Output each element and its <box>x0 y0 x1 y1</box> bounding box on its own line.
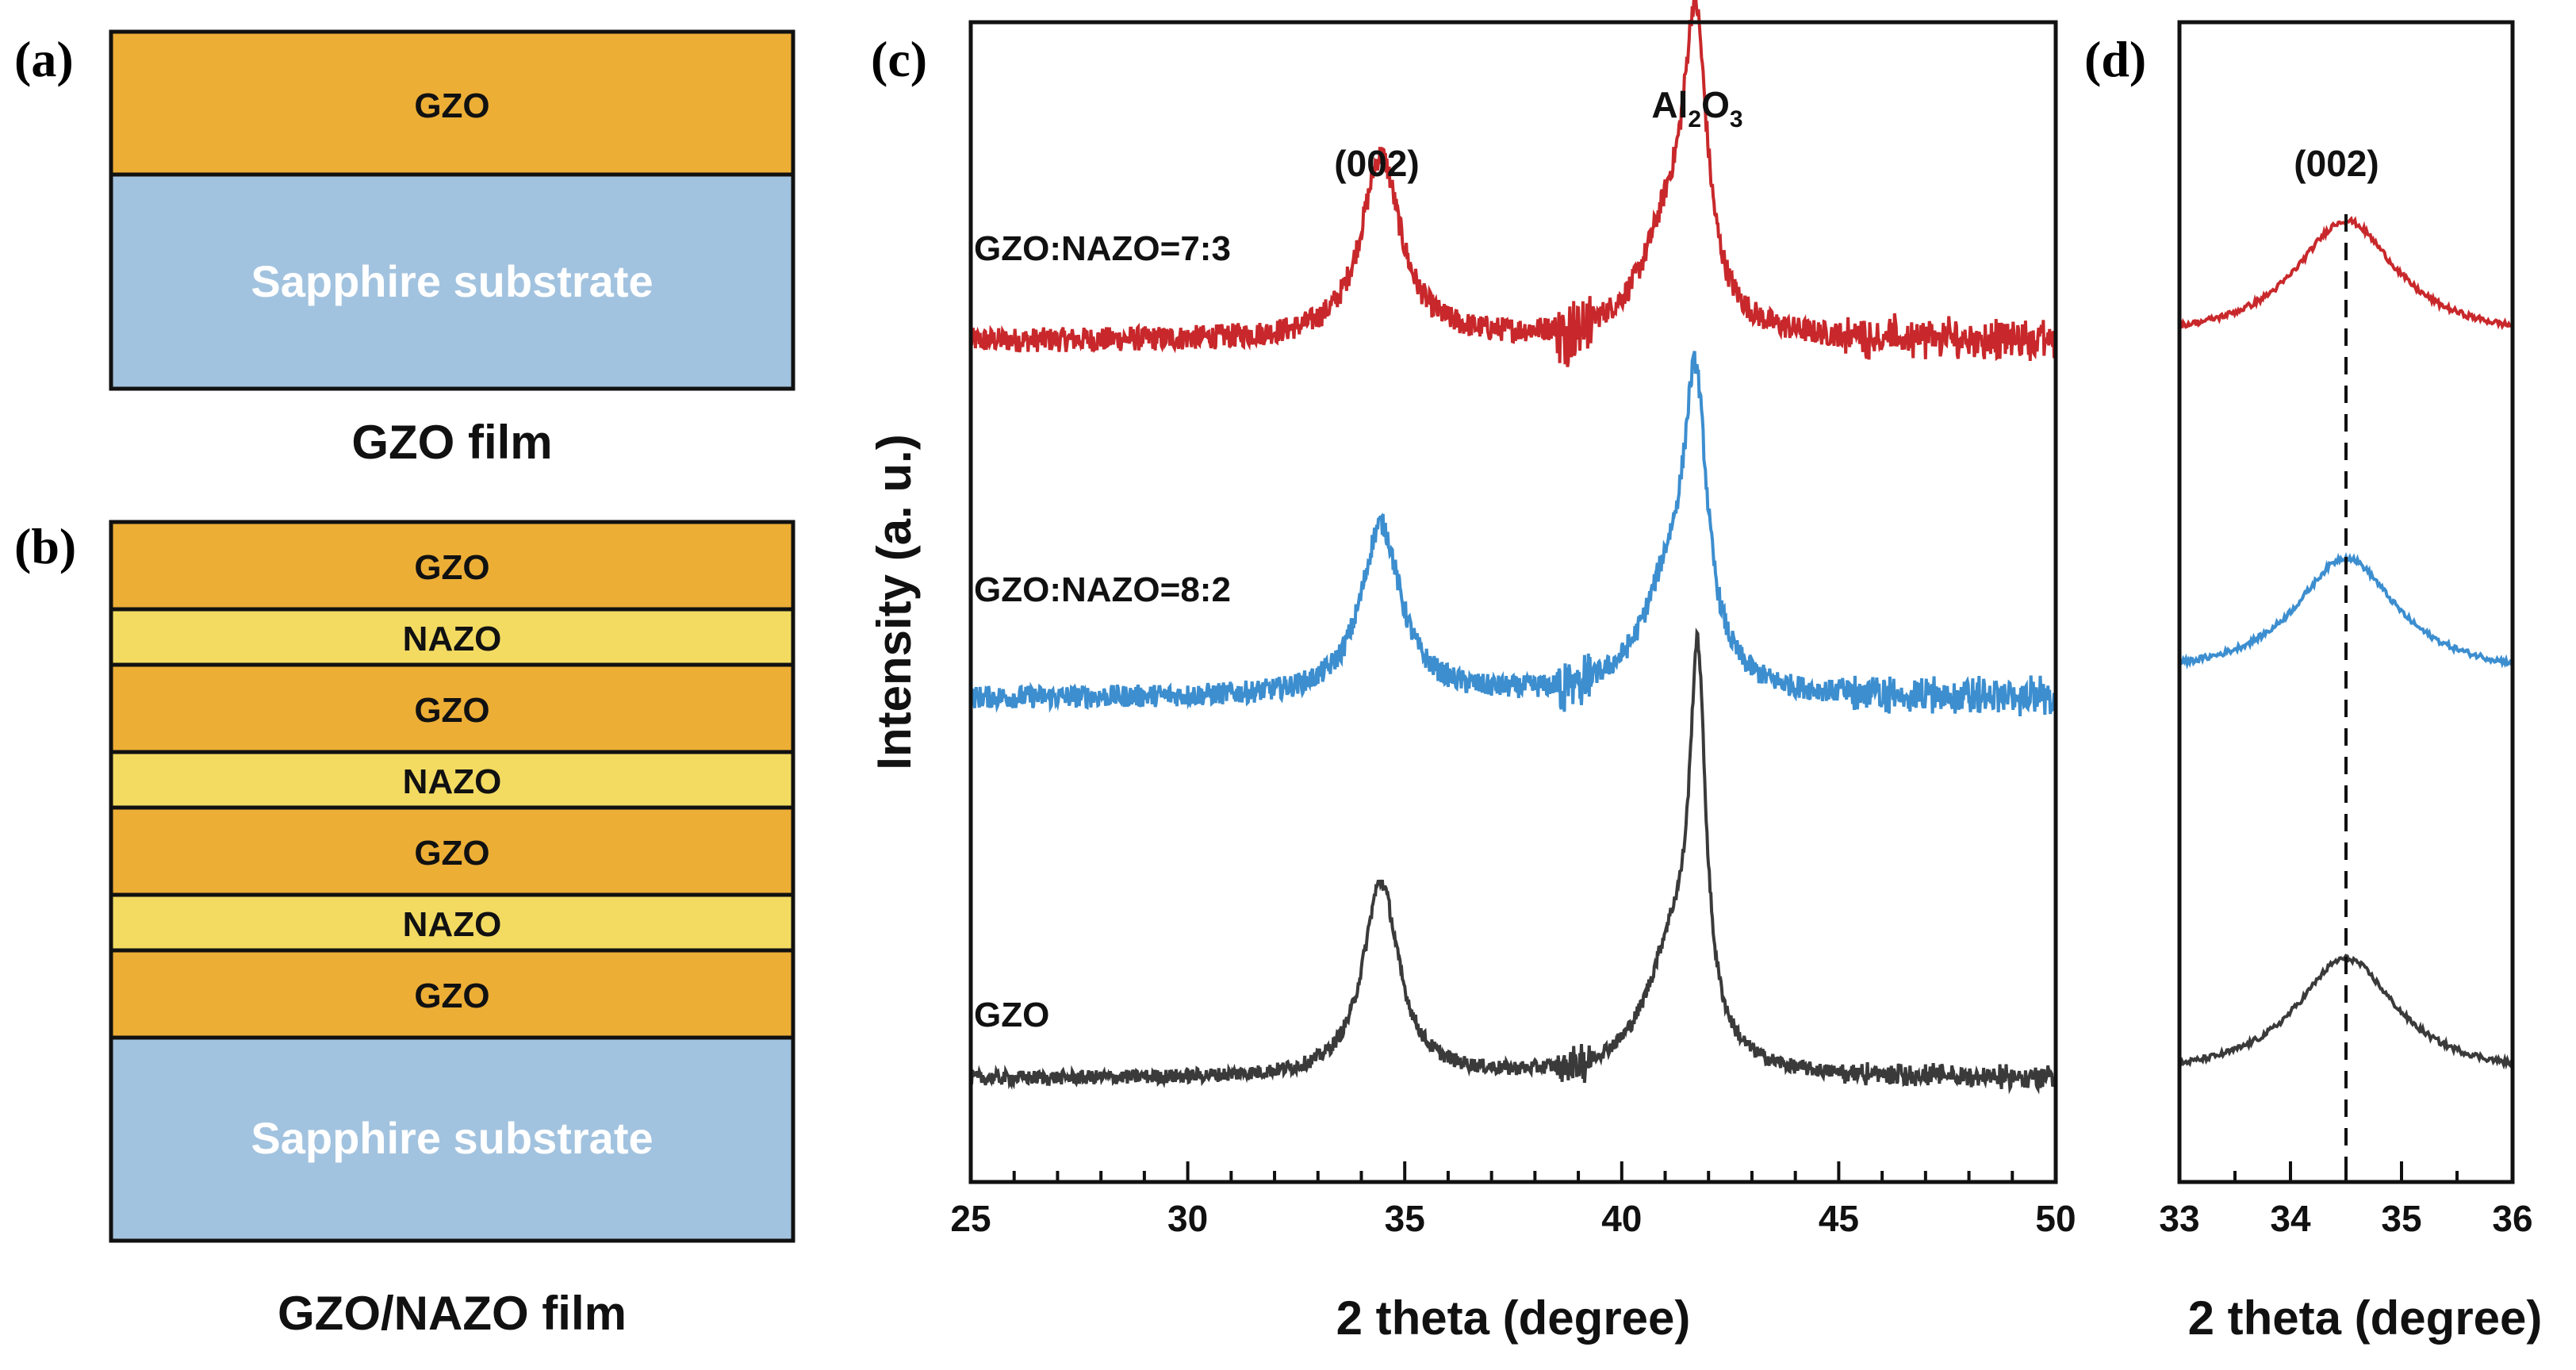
layer-b-2-label: GZO <box>414 691 489 730</box>
chart-d-tick-label-1: 34 <box>2270 1198 2311 1239</box>
chart-c-series-line-1 <box>969 351 2057 716</box>
layer-a-0 <box>109 29 795 177</box>
panel-b-caption: GZO/NAZO film <box>278 1287 627 1340</box>
panel-a-label: (a) <box>14 31 74 87</box>
layer-b-1 <box>109 607 795 667</box>
chart-d-tick-label-0: 33 <box>2159 1198 2199 1239</box>
panel-d: (d) 33 34 35 36 2 theta (degree) (002) <box>2084 20 2543 1345</box>
panel-a-caption: GZO film <box>351 416 552 469</box>
chart-c-series-label-2: GZO <box>974 996 1049 1034</box>
chart-c-series-line-2 <box>969 627 2057 1095</box>
chart-d-xlabel: 2 theta (degree) <box>2188 1291 2543 1345</box>
chart-c-annotation-002: (002) <box>1334 143 1419 184</box>
layer-b-3 <box>109 750 795 810</box>
layer-b-0-label: GZO <box>414 548 489 587</box>
chart-c-tick-label-0: 25 <box>950 1198 991 1239</box>
layer-a-1-label: Sapphire substrate <box>251 256 653 306</box>
layer-b-4-label: GZO <box>414 834 489 873</box>
chart-c-tick-label-3: 40 <box>1601 1198 1642 1239</box>
al2o3-sub2: 3 <box>1730 106 1743 132</box>
chart-d-ticks: 33 34 35 36 <box>2159 1161 2533 1239</box>
chart-c-series-label-0: GZO:NAZO=7:3 <box>974 229 1231 268</box>
chart-c-series-line-0 <box>969 0 2057 367</box>
chart-c-annotation-al2o3: Al2O3 <box>1651 84 1742 132</box>
chart-c-ylabel: Intensity (a. u.) <box>868 434 921 769</box>
chart-d-series-line-2 <box>2178 954 2513 1070</box>
chart-c-series-label-1: GZO:NAZO=8:2 <box>974 570 1231 609</box>
chart-c-frame <box>968 20 2058 1184</box>
panel-b: (b) GZO NAZO GZO NAZO GZO NAZO GZO Sapph… <box>14 518 795 1340</box>
layer-b-5-label: NAZO <box>403 905 502 944</box>
panel-d-label: (d) <box>2084 31 2146 87</box>
panel-a: (a) GZO Sapphire substrate GZO film <box>14 29 795 469</box>
chart-c-tick-label-1: 30 <box>1167 1198 1208 1239</box>
chart-c-xlabel: 2 theta (degree) <box>1336 1291 1691 1345</box>
chart-d-tick-label-2: 35 <box>2381 1198 2421 1239</box>
al2o3-o: O <box>1701 84 1730 125</box>
layer-a-1 <box>109 172 795 391</box>
layer-a-0-label: GZO <box>414 86 489 125</box>
layer-b-7 <box>109 1035 795 1243</box>
chart-c-ticks: 25 30 35 40 45 50 <box>950 1161 2076 1239</box>
chart-c-series <box>969 0 2057 1095</box>
chart-c-tick-label-5: 50 <box>2035 1198 2076 1239</box>
panel-b-label: (b) <box>14 518 76 574</box>
chart-c-tick-label-2: 35 <box>1385 1198 1425 1239</box>
panel-c: (c) 25 30 35 40 45 50 2 theta (degree) Intens… <box>868 0 2076 1345</box>
panel-c-label: (c) <box>871 31 927 87</box>
layer-b-6-label: GZO <box>414 977 489 1015</box>
layer-b-3-label: NAZO <box>403 762 502 801</box>
chart-c-tick-label-4: 45 <box>1819 1198 1859 1239</box>
chart-d-tick-label-3: 36 <box>2492 1198 2532 1239</box>
chart-d-annotation-002: (002) <box>2294 143 2379 184</box>
layer-b-7-label: Sapphire substrate <box>251 1113 653 1163</box>
layer-b-1-label: NAZO <box>403 620 502 658</box>
layer-b-5 <box>109 892 795 953</box>
al2o3-al: Al <box>1651 84 1688 125</box>
al2o3-sub1: 2 <box>1688 106 1701 132</box>
